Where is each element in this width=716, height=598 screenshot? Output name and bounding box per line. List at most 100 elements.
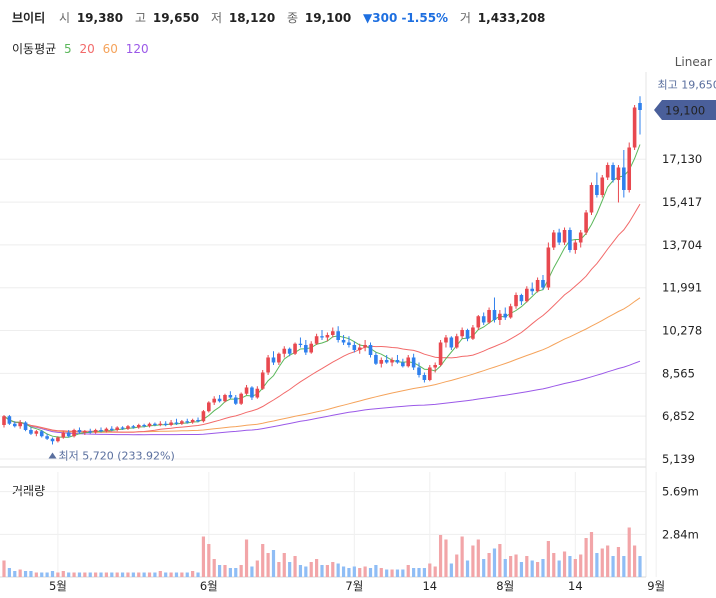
volume-bar xyxy=(352,566,356,577)
candle-body xyxy=(568,229,572,250)
candle-body xyxy=(45,436,49,439)
volume-bar xyxy=(315,559,319,577)
volume-bar xyxy=(217,565,222,577)
ma120-label[interactable]: 120 xyxy=(125,42,149,56)
price-tick-label: 15,417 xyxy=(662,195,702,209)
candle-body xyxy=(449,337,454,348)
volume-bar xyxy=(460,536,464,577)
volume-bar xyxy=(45,572,49,577)
volume-bar xyxy=(261,544,265,577)
volume-bar xyxy=(368,568,373,577)
candle-body xyxy=(562,229,567,243)
candle-body xyxy=(23,422,28,430)
volume-bar xyxy=(401,569,405,577)
candle-body xyxy=(304,344,308,353)
volume-bar xyxy=(509,556,513,577)
volume-bar xyxy=(298,565,303,577)
volume-bar xyxy=(207,544,211,577)
candle-body xyxy=(384,359,389,363)
volume-bar xyxy=(503,559,507,577)
ma20-line xyxy=(3,203,641,433)
candle-body xyxy=(632,107,637,148)
volume-bar xyxy=(622,556,626,577)
scale-toggle[interactable]: Linear xyxy=(674,55,712,69)
candle-body xyxy=(126,426,130,429)
candle-body xyxy=(514,294,518,307)
volume-bar xyxy=(573,559,577,577)
candle-body xyxy=(325,334,330,338)
volume-bar xyxy=(568,556,572,577)
candle-body xyxy=(320,336,324,338)
price-tick-label: 8,565 xyxy=(662,366,695,380)
candle-body xyxy=(66,432,71,437)
candle-body xyxy=(233,397,238,404)
candle-body xyxy=(341,339,346,343)
candle-body xyxy=(438,342,443,365)
candle-body xyxy=(336,331,340,340)
volume-bar xyxy=(244,539,249,577)
candle-body xyxy=(260,372,265,389)
candle-body xyxy=(427,367,432,380)
volume-bar xyxy=(546,541,550,577)
candle-body xyxy=(287,348,292,354)
volume-bar xyxy=(552,553,556,577)
time-tick-label: 9월 xyxy=(647,579,665,593)
candle-body xyxy=(395,359,400,363)
candle-body xyxy=(573,242,578,250)
volume-bar xyxy=(616,547,621,577)
candle-body xyxy=(104,428,109,432)
volume-bar xyxy=(153,572,157,577)
volume-bar xyxy=(444,539,448,577)
volume-bar xyxy=(142,572,146,577)
candle-body xyxy=(444,337,448,343)
candle-body xyxy=(616,167,621,180)
candle-body xyxy=(93,429,98,433)
volume-bar xyxy=(293,556,297,577)
volume-bar xyxy=(557,560,561,577)
volume-bar xyxy=(482,559,486,577)
volume-bar xyxy=(94,572,98,577)
candle-body xyxy=(476,316,481,328)
ma-legend-title: 이동평균 xyxy=(12,42,57,56)
volume-bar xyxy=(137,572,141,577)
volume-tick-label: 5.69m xyxy=(662,485,699,499)
volume-bar xyxy=(611,556,615,577)
high-label: 고 xyxy=(134,11,147,25)
time-tick-label: 6월 xyxy=(200,579,218,593)
stock-header: 브이티 시 19,380 고 19,650 저 18,120 종 19,100 … xyxy=(12,9,553,26)
candle-body xyxy=(487,309,491,323)
candle-body xyxy=(223,394,227,402)
volume-bar xyxy=(185,572,189,577)
candle-body xyxy=(293,343,297,354)
ma5-label[interactable]: 5 xyxy=(64,42,72,56)
low-marker-icon xyxy=(48,452,57,459)
candle-body xyxy=(61,432,66,438)
volume-bar xyxy=(433,566,437,577)
candle-body xyxy=(401,362,405,367)
candle-body xyxy=(163,423,168,425)
candle-body xyxy=(525,288,529,302)
candle-body xyxy=(266,357,270,373)
volume-bar xyxy=(147,572,152,577)
candle-body xyxy=(411,357,416,368)
volume-bar xyxy=(277,562,281,577)
volume-bar xyxy=(422,568,427,577)
candle-body xyxy=(379,359,384,364)
ma20-label[interactable]: 20 xyxy=(79,42,95,56)
volume-bar xyxy=(18,569,22,577)
candle-body xyxy=(422,374,427,380)
candle-body xyxy=(180,421,184,424)
moving-average-legend[interactable]: 이동평균 5 20 60 120 xyxy=(12,40,153,57)
ma60-label[interactable]: 60 xyxy=(102,42,118,56)
candle-body xyxy=(142,424,146,427)
volume-bar xyxy=(627,527,631,577)
candle-body xyxy=(56,437,60,442)
volume-label: 거 xyxy=(459,11,471,25)
volume-bar xyxy=(530,560,534,577)
volume-bar xyxy=(282,553,286,577)
volume-bar xyxy=(180,572,184,577)
candle-body xyxy=(417,367,421,375)
time-tick-label: 7월 xyxy=(345,579,363,593)
volume-bar xyxy=(336,563,340,577)
